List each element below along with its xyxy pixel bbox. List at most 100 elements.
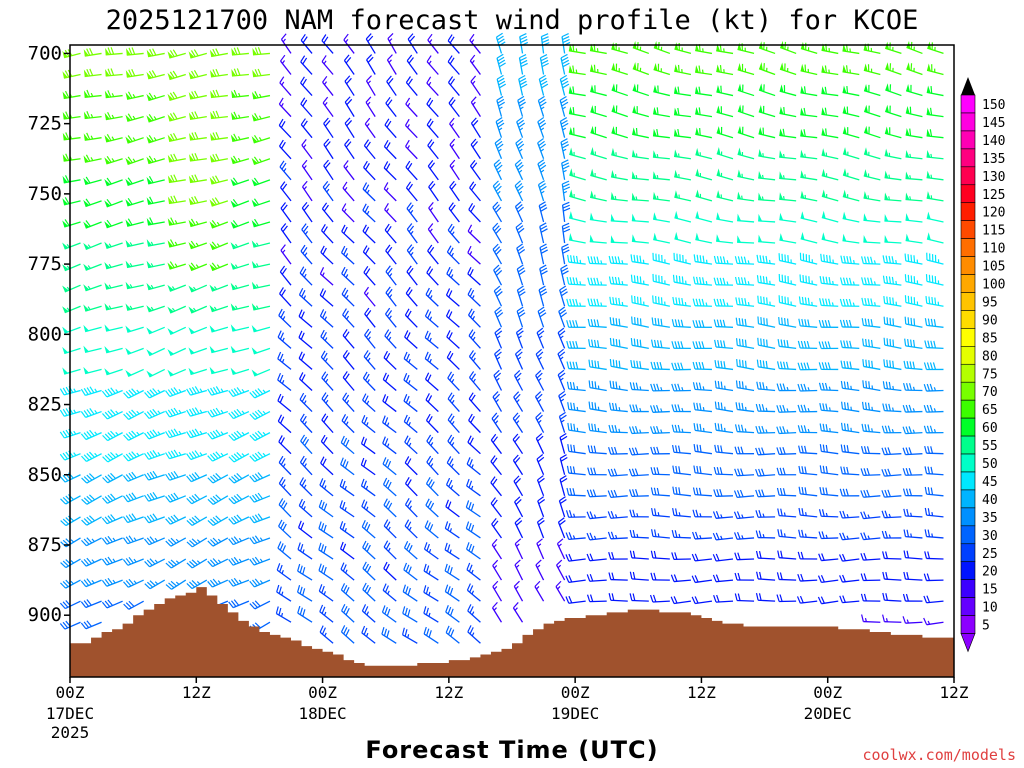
barb-half-flag	[635, 196, 638, 201]
barb-flag	[146, 472, 152, 480]
barb-flag	[282, 225, 288, 232]
barb-flag	[342, 308, 347, 316]
barb-flag	[741, 360, 744, 368]
barb-flag	[280, 202, 286, 209]
barb-pennant	[125, 325, 132, 333]
barb-flag	[802, 274, 805, 283]
barb-flag	[62, 518, 69, 525]
barb-half-flag	[112, 558, 116, 563]
barb-flag	[104, 536, 111, 544]
barb-flag	[384, 118, 390, 126]
barb-flag	[131, 47, 136, 55]
barb-flag	[60, 582, 66, 589]
barb-flag	[104, 578, 111, 586]
barb-flag	[194, 493, 201, 500]
barb-flag	[323, 394, 329, 402]
barb-flag	[364, 563, 369, 571]
wind-barb	[249, 472, 271, 483]
wind-barb	[251, 281, 271, 290]
barb-flag	[102, 434, 109, 442]
barb-flag	[302, 436, 308, 444]
barb-flag	[345, 587, 350, 595]
barb-shaft	[254, 368, 271, 377]
barb-flag	[302, 247, 308, 254]
barb-flag	[81, 477, 88, 484]
barb-half-flag	[618, 407, 621, 411]
wind-barb	[230, 155, 250, 165]
barb-flag	[173, 449, 179, 457]
wind-barb	[340, 583, 355, 602]
wind-barb	[80, 599, 102, 609]
wind-barb	[321, 413, 334, 434]
barb-flag	[763, 63, 765, 71]
barb-flag	[344, 331, 350, 339]
barb-half-flag	[154, 581, 159, 585]
barb-half-flag	[280, 102, 284, 107]
wind-barb	[277, 330, 292, 349]
wind-barb	[252, 68, 271, 78]
barb-shaft	[126, 94, 144, 100]
wind-barb	[318, 499, 334, 518]
wind-barb	[318, 521, 334, 539]
wind-barb	[165, 387, 186, 398]
barb-half-flag	[782, 195, 785, 200]
wind-barb	[249, 451, 271, 462]
wind-barb	[361, 604, 376, 623]
barb-flag	[59, 623, 66, 630]
barb-flag	[128, 452, 135, 459]
barb-flag	[299, 607, 303, 615]
barb-flag	[152, 450, 158, 457]
barb-shaft	[105, 115, 123, 121]
barb-flag	[194, 407, 200, 415]
barb-half-flag	[259, 558, 263, 563]
barb-half-flag	[621, 281, 624, 285]
wind-barb	[339, 521, 355, 539]
wind-barb	[251, 218, 271, 228]
barb-half-flag	[259, 580, 264, 584]
barb-flag	[340, 435, 345, 443]
wind-barb	[385, 265, 397, 286]
barb-flag	[322, 436, 328, 444]
barb-flag	[83, 454, 90, 461]
barb-pennant	[62, 326, 69, 334]
barb-flag	[146, 581, 154, 588]
barb-half-flag	[178, 430, 182, 435]
barb-pennant	[230, 303, 237, 311]
barb-shaft	[190, 305, 208, 314]
barb-half-flag	[304, 421, 307, 425]
barb-flag	[254, 432, 261, 439]
wind-barb	[278, 435, 292, 455]
barb-flag	[62, 452, 68, 460]
barb-flag	[169, 50, 175, 57]
barb-flag	[612, 359, 615, 367]
barb-flag	[88, 494, 96, 501]
barb-flag	[681, 276, 684, 284]
barb-flag	[253, 177, 260, 185]
barb-flag	[744, 339, 747, 348]
barb-flag	[110, 430, 116, 437]
barb-half-flag	[635, 175, 638, 179]
barb-flag	[341, 224, 346, 232]
barb-half-flag	[90, 135, 94, 140]
barb-shaft	[105, 94, 123, 99]
barb-half-flag	[323, 591, 326, 595]
barb-half-flag	[747, 260, 750, 265]
barb-flag	[233, 453, 240, 460]
barb-flag	[322, 311, 327, 319]
barb-flag	[236, 451, 243, 458]
barb-flag	[86, 557, 93, 565]
barb-half-flag	[220, 452, 224, 457]
wind-barb	[62, 219, 81, 228]
wind-barb	[209, 262, 229, 272]
wind-barb	[344, 117, 355, 139]
barb-flag	[520, 38, 528, 44]
barb-flag	[104, 496, 111, 503]
wind-barb	[104, 368, 123, 376]
barb-flag	[194, 131, 199, 140]
barb-flag	[173, 153, 178, 161]
barb-flag	[67, 494, 74, 501]
wind-barb	[383, 161, 397, 181]
barb-flag	[62, 474, 69, 482]
wind-barb	[276, 584, 292, 602]
barb-half-flag	[303, 400, 307, 405]
